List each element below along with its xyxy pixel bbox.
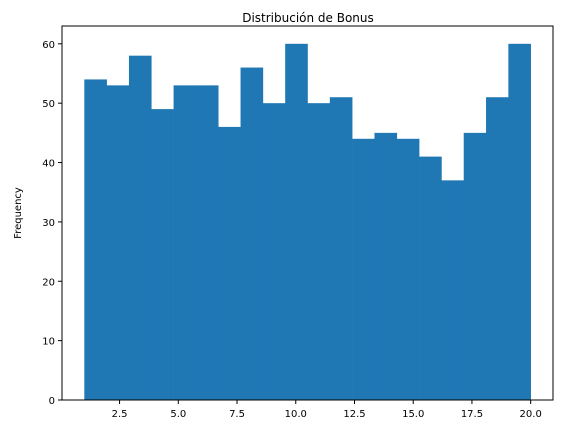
x-tick-label: 7.5 [229,409,245,420]
x-tick-label: 17.5 [461,409,483,420]
histogram-bar [262,103,286,400]
histogram-bar [419,156,442,400]
y-tick-label: 0 [49,396,55,407]
histogram-bar [329,97,353,400]
y-tick-label: 60 [42,40,55,51]
x-tick-label: 20.0 [520,409,542,420]
histogram-bar [307,103,331,400]
histogram-bar [84,79,107,400]
histogram-bar [195,85,219,400]
histogram-bar [173,85,197,400]
plot-frame [61,25,554,401]
x-tick-label: 2.5 [112,409,128,420]
histogram-bar [396,138,420,401]
histogram-bar [106,85,130,400]
bars-group [84,43,531,401]
histogram-bar [218,126,241,401]
y-axis-ticks: 0 10 20 30 40 50 60 [42,40,62,407]
histogram-bar [441,180,465,400]
chart-title: Distribución de Bonus [242,11,374,25]
histogram-bar [374,132,398,400]
histogram-bar [151,109,174,400]
x-tick-label: 10.0 [285,409,307,420]
histogram-bar [508,43,531,401]
x-tick-label: 12.5 [343,409,365,420]
histogram-bar [486,97,509,400]
y-axis-label: Frequency [13,187,24,239]
x-tick-label: 15.0 [402,409,424,420]
y-tick-label: 50 [42,99,55,110]
histogram-bar [128,55,152,400]
histogram-bar [352,138,375,401]
y-tick-label: 40 [42,159,55,170]
x-axis-ticks: 2.5 5.0 7.5 10.0 12.5 15.0 17.5 20.0 [112,400,542,420]
histogram-bar [463,132,487,400]
x-tick-label: 5.0 [170,409,186,420]
y-tick-label: 30 [42,218,55,229]
histogram-bar [240,67,264,401]
y-tick-label: 10 [42,337,55,348]
y-tick-label: 20 [42,277,55,288]
histogram-bar [285,43,308,401]
